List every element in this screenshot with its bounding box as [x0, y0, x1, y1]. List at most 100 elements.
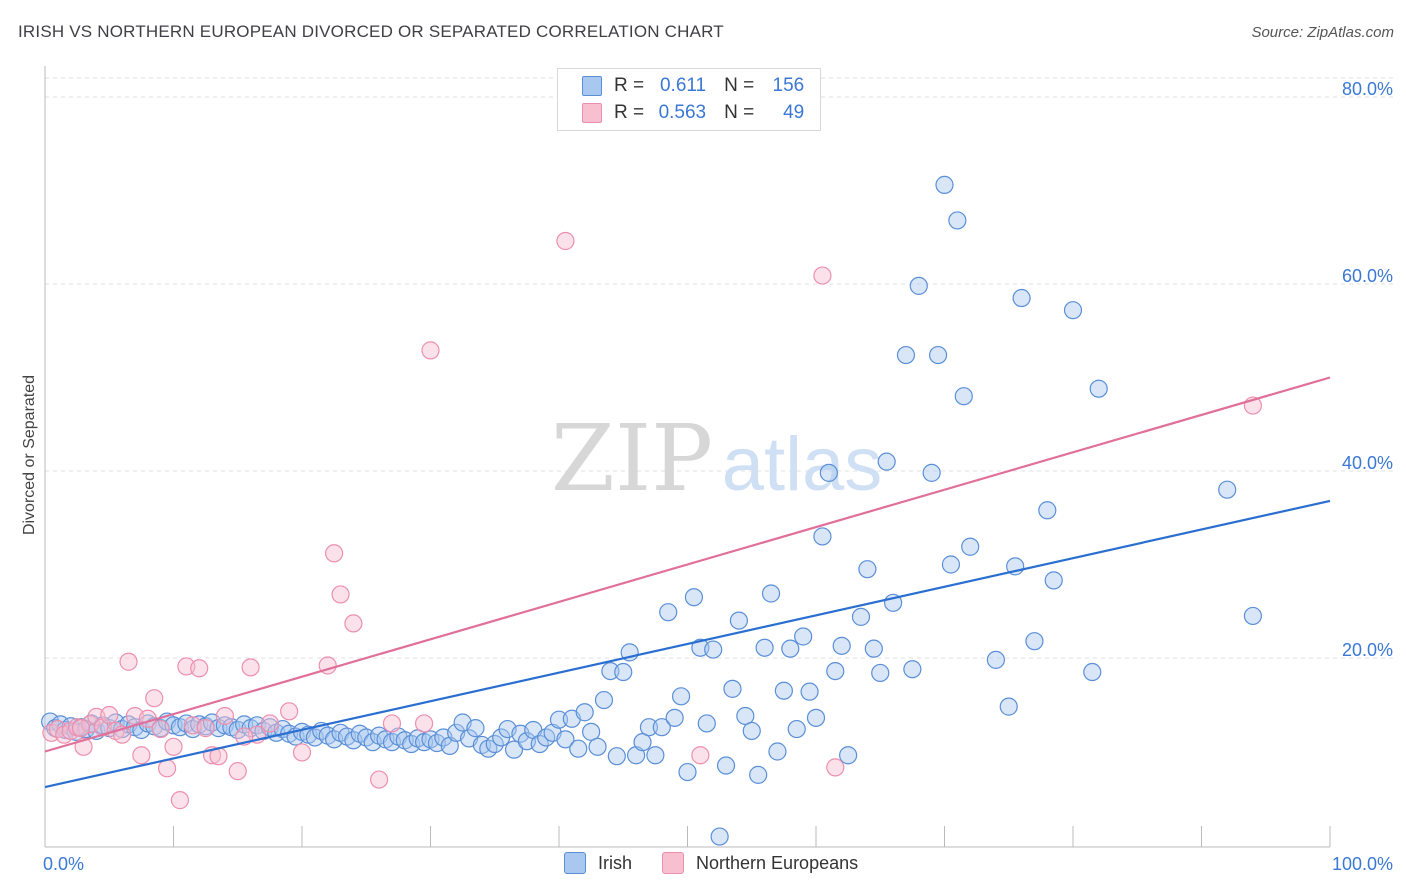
data-point-irish	[549, 710, 569, 729]
axes	[44, 66, 1331, 848]
data-point-irish	[697, 714, 716, 733]
legend-swatch-irish	[582, 76, 602, 96]
data-point-northern-europeans	[228, 762, 247, 781]
legend-swatch-northern-europeans	[662, 852, 685, 874]
data-point-irish	[466, 719, 485, 738]
legend-r-label: R =	[614, 75, 645, 96]
data-point-northern-europeans	[151, 719, 170, 739]
legend-r-value: 0.563	[658, 102, 707, 123]
data-point-irish	[556, 730, 575, 749]
data-point-irish	[485, 734, 504, 754]
data-point-irish	[768, 742, 787, 761]
data-point-northern-europeans	[170, 791, 190, 810]
data-point-irish	[948, 211, 967, 230]
legend-n-label: N =	[724, 75, 755, 96]
data-point-irish	[671, 687, 691, 706]
y-tick-label: 60.0%	[1342, 266, 1393, 286]
trend-lines	[44, 376, 1331, 789]
data-point-northern-europeans	[215, 706, 234, 726]
data-point-irish	[877, 452, 896, 471]
data-point-northern-europeans	[331, 585, 350, 604]
data-point-irish	[819, 463, 838, 482]
data-point-northern-europeans	[292, 743, 312, 762]
data-point-irish	[723, 679, 742, 698]
data-point-irish	[954, 387, 973, 406]
data-point-irish	[928, 345, 948, 365]
data-point-irish	[961, 537, 980, 556]
y-tick-label: 20.0%	[1342, 640, 1393, 660]
data-point-northern-europeans	[119, 652, 138, 671]
data-point-irish	[935, 175, 954, 194]
data-point-irish	[684, 588, 704, 607]
data-point-irish	[639, 718, 659, 737]
series-irish	[41, 175, 1263, 846]
data-point-irish	[781, 639, 800, 658]
data-point-irish	[588, 737, 607, 756]
data-point-irish	[626, 746, 646, 765]
data-point-irish	[710, 827, 729, 846]
data-point-irish	[749, 765, 768, 784]
data-point-irish	[1218, 480, 1237, 499]
data-point-northern-europeans	[280, 702, 299, 721]
y-tick-label: 40.0%	[1342, 453, 1393, 473]
data-point-irish	[832, 636, 851, 655]
data-point-northern-europeans	[241, 658, 260, 677]
data-point-irish	[909, 276, 928, 295]
stats-legend: R = 0.611 N = 156 R = 0.563 N = 49	[557, 68, 821, 131]
data-point-irish	[716, 756, 736, 775]
trend-line-irish	[44, 499, 1331, 789]
data-point-northern-europeans	[157, 759, 177, 778]
data-point-northern-europeans	[132, 746, 151, 765]
chart-source: Source: ZipAtlas.com	[1251, 24, 1394, 41]
watermark: ZIP atlas	[551, 405, 882, 512]
legend-swatch-irish	[564, 852, 586, 874]
data-point-northern-europeans	[260, 714, 279, 733]
data-point-irish	[1063, 301, 1083, 320]
data-point-northern-europeans	[370, 770, 389, 789]
legend-label-northern-europeans: Northern Europeans	[696, 852, 859, 873]
data-point-irish	[774, 681, 793, 700]
data-point-irish	[504, 740, 524, 759]
data-point-irish	[794, 627, 813, 646]
legend-item-northern-europeans[interactable]: Northern Europeans	[662, 852, 858, 874]
legend-r-value: 0.611	[659, 75, 707, 96]
tick-labels: 20.0% 40.0% 60.0% 80.0% 0.0% 100.0%	[43, 79, 1393, 874]
data-point-northern-europeans	[414, 714, 434, 733]
data-point-irish	[646, 746, 665, 765]
data-point-irish	[999, 697, 1018, 716]
data-point-northern-europeans	[164, 737, 183, 756]
data-point-northern-europeans	[826, 758, 845, 777]
y-tick-label: 80.0%	[1342, 79, 1393, 99]
data-point-irish	[826, 661, 845, 681]
chart-title: IRISH VS NORTHERN EUROPEAN DIVORCED OR S…	[18, 22, 724, 41]
data-point-irish	[729, 611, 749, 630]
data-point-irish	[1012, 288, 1031, 308]
data-point-irish	[704, 640, 723, 659]
data-point-irish	[614, 662, 633, 682]
data-point-northern-europeans	[71, 719, 91, 738]
data-point-irish	[858, 560, 877, 579]
data-point-irish	[1044, 571, 1063, 590]
data-point-irish	[633, 733, 652, 752]
data-point-irish	[761, 584, 781, 603]
data-point-irish	[665, 708, 684, 727]
data-point-northern-europeans	[691, 746, 710, 765]
series-legend: Irish Northern Europeans	[564, 852, 888, 874]
data-point-irish	[755, 638, 774, 657]
data-point-irish	[839, 746, 858, 765]
data-point-irish	[736, 706, 755, 726]
data-point-northern-europeans	[100, 705, 119, 725]
data-point-irish	[678, 762, 697, 782]
data-point-northern-europeans	[196, 719, 215, 738]
trend-line-northern-europeans	[44, 376, 1331, 753]
legend-row-northern-europeans: R = 0.563 N = 49	[582, 102, 804, 124]
data-point-irish	[607, 747, 626, 766]
legend-item-irish[interactable]: Irish	[564, 852, 632, 874]
legend-label-irish: Irish	[598, 852, 633, 873]
data-point-northern-europeans	[325, 544, 344, 563]
legend-n-value: 49	[783, 102, 805, 123]
data-point-irish	[1025, 632, 1044, 651]
gridlines	[45, 77, 1393, 659]
data-point-irish	[1089, 379, 1108, 398]
data-point-irish	[896, 345, 916, 365]
